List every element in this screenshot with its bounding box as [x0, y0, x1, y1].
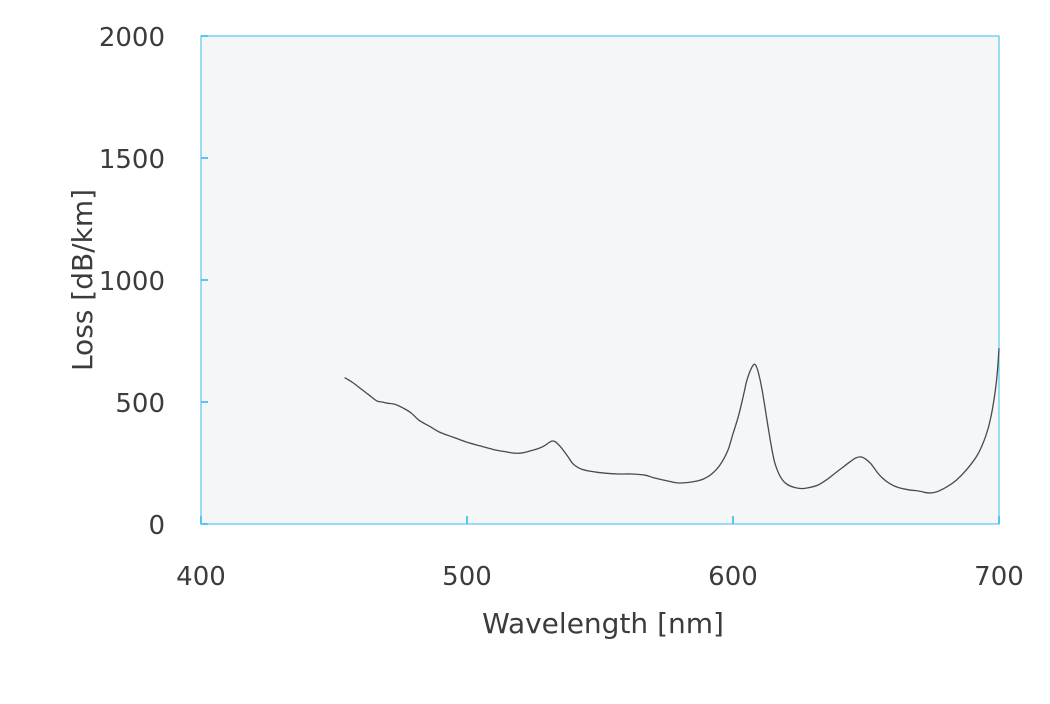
y-axis-ticks: 0 500 1000 1500 2000 [99, 23, 208, 541]
y-tick-label: 2000 [99, 23, 165, 53]
x-axis-label: Wavelength [nm] [482, 607, 724, 640]
y-tick-label: 500 [115, 389, 165, 419]
y-tick-label: 1500 [99, 145, 165, 175]
x-tick-label: 700 [974, 562, 1024, 592]
plot-area [200, 35, 1000, 525]
x-axis-ticks: 400 500 600 700 [176, 516, 1024, 592]
series-line [344, 348, 1000, 494]
y-axis-label: Loss [dB/km] [66, 189, 99, 371]
x-tick-label: 500 [442, 562, 492, 592]
x-tick-label: 400 [176, 562, 226, 592]
x-tick-label: 600 [708, 562, 758, 592]
y-tick-label: 1000 [99, 267, 165, 297]
y-tick-label: 0 [148, 511, 165, 541]
